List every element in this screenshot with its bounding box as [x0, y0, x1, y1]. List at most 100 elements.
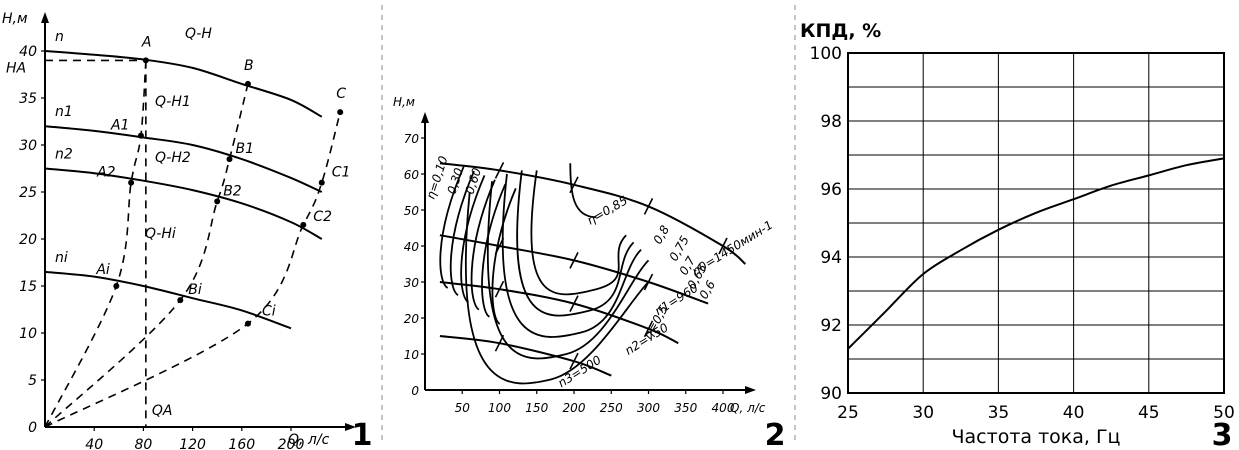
- y-tick-label: 90: [820, 384, 842, 404]
- efficiency-isoline: [481, 183, 507, 318]
- efficiency-loop: [501, 173, 642, 338]
- point-label: B1: [236, 141, 255, 157]
- y-tick-label: 94: [820, 248, 842, 268]
- curve-label: Q-Hi: [145, 226, 176, 242]
- chart-3-efficiency: КПД, % 90 92 94 96 98 100 25 30 35 40 45 50 Частота т…: [800, 20, 1235, 448]
- efficiency-tick: [569, 352, 579, 370]
- efficiency-loop: [465, 191, 650, 385]
- operating-point: [137, 132, 144, 139]
- operating-point: [300, 221, 307, 228]
- x-axis-arrow: [745, 386, 756, 394]
- speed-label-n2: n2: [55, 147, 73, 163]
- curve-label: Q-H: [185, 26, 212, 42]
- x-tick-label: 120: [179, 437, 206, 450]
- curve-n: [44, 50, 323, 118]
- y-tick-label: 30: [19, 138, 37, 154]
- ha-label: HA: [6, 60, 26, 76]
- x-tick-label: 30: [912, 403, 934, 423]
- x-tick-label: 40: [1063, 403, 1085, 423]
- x-tick-label: 45: [1138, 403, 1160, 423]
- efficiency-isoline: [449, 170, 475, 296]
- operating-point: [337, 109, 344, 116]
- efficiency-label: η=0,85: [585, 193, 630, 227]
- y-tick-label: 60: [404, 168, 420, 182]
- point-label: Ci: [262, 304, 276, 320]
- operating-point: [244, 320, 251, 327]
- y-tick-label: 96: [820, 180, 842, 200]
- y-axis-arrow: [421, 112, 429, 123]
- efficiency-label: η=0,10: [424, 154, 451, 201]
- efficiency-isoline: [470, 179, 496, 311]
- operating-point: [214, 198, 221, 205]
- x-tick-label: 25: [837, 403, 859, 423]
- x-tick-label: 150: [525, 401, 548, 415]
- y-tick-label: 40: [404, 240, 420, 254]
- y-tick-label: 20: [19, 232, 37, 248]
- y-axis-arrow: [41, 12, 49, 23]
- point-label: Bi: [188, 282, 202, 298]
- operating-point: [177, 297, 184, 304]
- y-axis-label: H,м: [2, 11, 28, 27]
- efficiency-peak: [569, 163, 597, 219]
- efficiency-tick: [643, 320, 654, 338]
- efficiency-isoline: [491, 188, 517, 325]
- x-tick-label: 35: [988, 403, 1010, 423]
- curve-n2: [44, 167, 323, 240]
- x-tick-label: 50: [1213, 403, 1235, 423]
- efficiency-isoline: [460, 175, 486, 304]
- x-tick-label: 50: [455, 401, 471, 415]
- x-tick-label: 400: [712, 401, 735, 415]
- y-tick-label: 98: [820, 112, 842, 132]
- y-tick-label: 0: [411, 384, 419, 398]
- chart-1-pump-curves: H,м Q, л/с 0 5 10 15 20 25 30 35 40 40 80 120 160 200 n n…: [2, 11, 356, 450]
- y-tick-label: 35: [19, 91, 37, 107]
- x-tick-label: 40: [85, 437, 103, 450]
- y-tick-label: 30: [404, 276, 420, 290]
- efficiency-loop: [486, 181, 650, 360]
- efficiency-isoline: [439, 166, 465, 289]
- speed-label-n: n: [55, 29, 64, 45]
- point-label: Ai: [95, 262, 110, 278]
- point-label: B2: [223, 183, 242, 199]
- y-tick-label: 10: [404, 348, 420, 362]
- y-tick-label: 70: [404, 132, 420, 146]
- point-label: C2: [313, 209, 332, 225]
- operating-point: [142, 57, 149, 64]
- x-tick-label: 80: [134, 437, 152, 450]
- y-tick-label: 50: [404, 204, 420, 218]
- y-tick-label: 92: [820, 316, 842, 336]
- x-axis-label: Частота тока, Гц: [952, 426, 1121, 448]
- efficiency-label: 0,60: [463, 166, 485, 196]
- x-tick-label: 300: [637, 401, 660, 415]
- x-axis-label: Q, л/с: [288, 432, 330, 448]
- y-tick-label: 40: [19, 44, 37, 60]
- efficiency-tick: [718, 237, 728, 255]
- x-tick-label: 200: [278, 437, 305, 450]
- operating-point: [226, 156, 233, 163]
- speed-label-n1: n1: [55, 104, 73, 120]
- curve-label: Q-H2: [155, 150, 191, 166]
- y-tick-label: 15: [19, 279, 37, 295]
- y-tick-label: 25: [19, 185, 37, 201]
- x-axis-label: Q, л/с: [730, 401, 766, 415]
- curve-ni: [44, 270, 292, 330]
- curve-n1: [44, 125, 323, 193]
- x-tick-label: 100: [488, 401, 511, 415]
- operating-point: [128, 179, 135, 186]
- operating-point: [318, 179, 325, 186]
- y-tick-label: 5: [28, 373, 37, 389]
- curve-label: Q-H1: [155, 94, 191, 110]
- panel-number-3: 3: [1212, 418, 1233, 450]
- x-axis-arrow: [345, 423, 356, 431]
- speed-label-ni: ni: [55, 250, 68, 266]
- efficiency-tick: [494, 162, 505, 179]
- efficiency-loop: [530, 170, 627, 296]
- panel-number-1: 1: [352, 418, 373, 450]
- point-label: B: [244, 58, 254, 74]
- similarity-parabola: [44, 111, 341, 428]
- x-tick-label: 250: [600, 401, 623, 415]
- y-tick-label: 10: [19, 326, 37, 342]
- efficiency-tick: [643, 198, 654, 215]
- x-tick-label: 350: [674, 401, 697, 415]
